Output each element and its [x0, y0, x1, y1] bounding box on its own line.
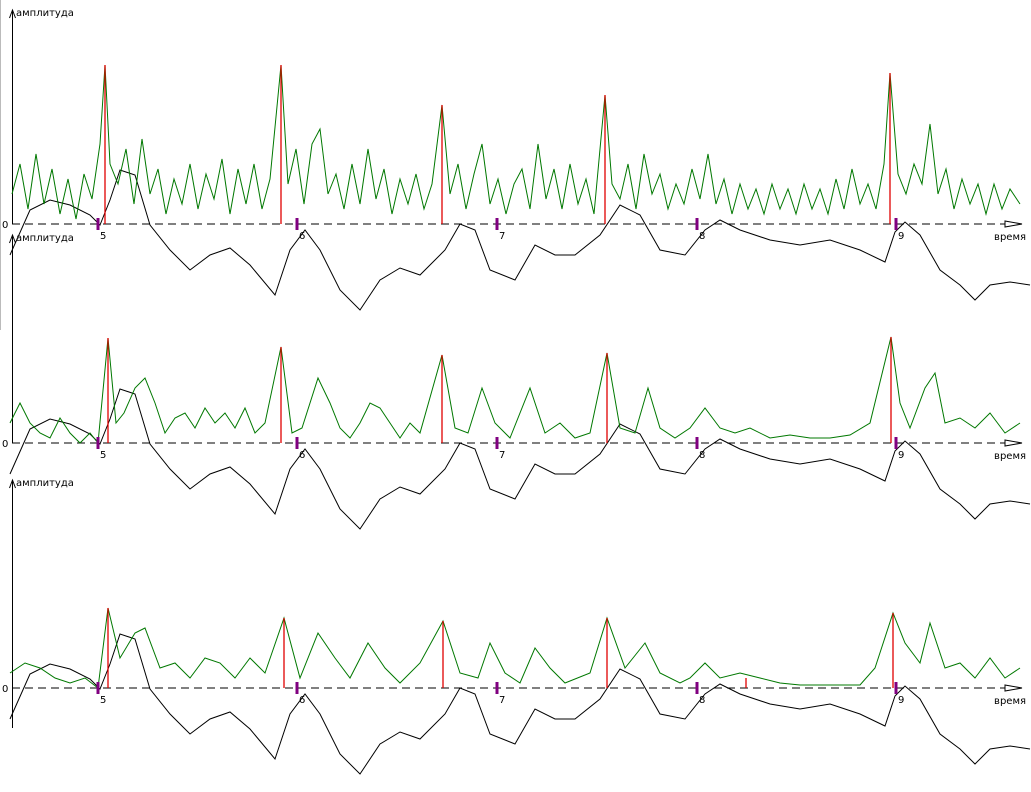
event-label: 7 [499, 231, 505, 242]
event-label: 6 [299, 695, 305, 706]
event-label: 7 [499, 450, 505, 461]
signal-line [9, 169, 1031, 311]
x-axis-arrow [1004, 439, 1023, 447]
y-tick-label: 0 [2, 220, 8, 231]
y-tick-label: 0 [2, 684, 8, 695]
event-label: 8 [699, 450, 705, 461]
x-axis-label: время [994, 696, 1026, 707]
event-label: 7 [499, 695, 505, 706]
event-label: 8 [699, 695, 705, 706]
signal-line [9, 388, 1031, 530]
signal-line [9, 633, 1031, 775]
x-axis-arrow [1004, 684, 1023, 692]
y-axis-arrow [9, 478, 16, 489]
amplitude-line [9, 336, 1021, 445]
x-axis-label: время [994, 451, 1026, 462]
y-tick-label: 0 [2, 439, 8, 450]
event-label: 6 [299, 231, 305, 242]
x-axis-arrow [1004, 220, 1023, 228]
event-label: 5 [100, 450, 106, 461]
y-axis-arrow [9, 233, 16, 244]
event-label: 9 [898, 695, 904, 706]
event-label: 8 [699, 231, 705, 242]
y-axis-label: амплитуда [16, 233, 74, 244]
amplitude-line [11, 64, 1021, 220]
y-axis-arrow [9, 8, 16, 19]
event-label: 6 [299, 450, 305, 461]
y-axis-label: амплитуда [16, 478, 74, 489]
x-axis-label: время [994, 232, 1026, 243]
event-label: 9 [898, 231, 904, 242]
amplitude-line [9, 607, 1021, 689]
event-label: 5 [100, 695, 106, 706]
event-label: 5 [100, 231, 106, 242]
event-label: 9 [898, 450, 904, 461]
y-axis-label: амплитуда [16, 8, 74, 19]
